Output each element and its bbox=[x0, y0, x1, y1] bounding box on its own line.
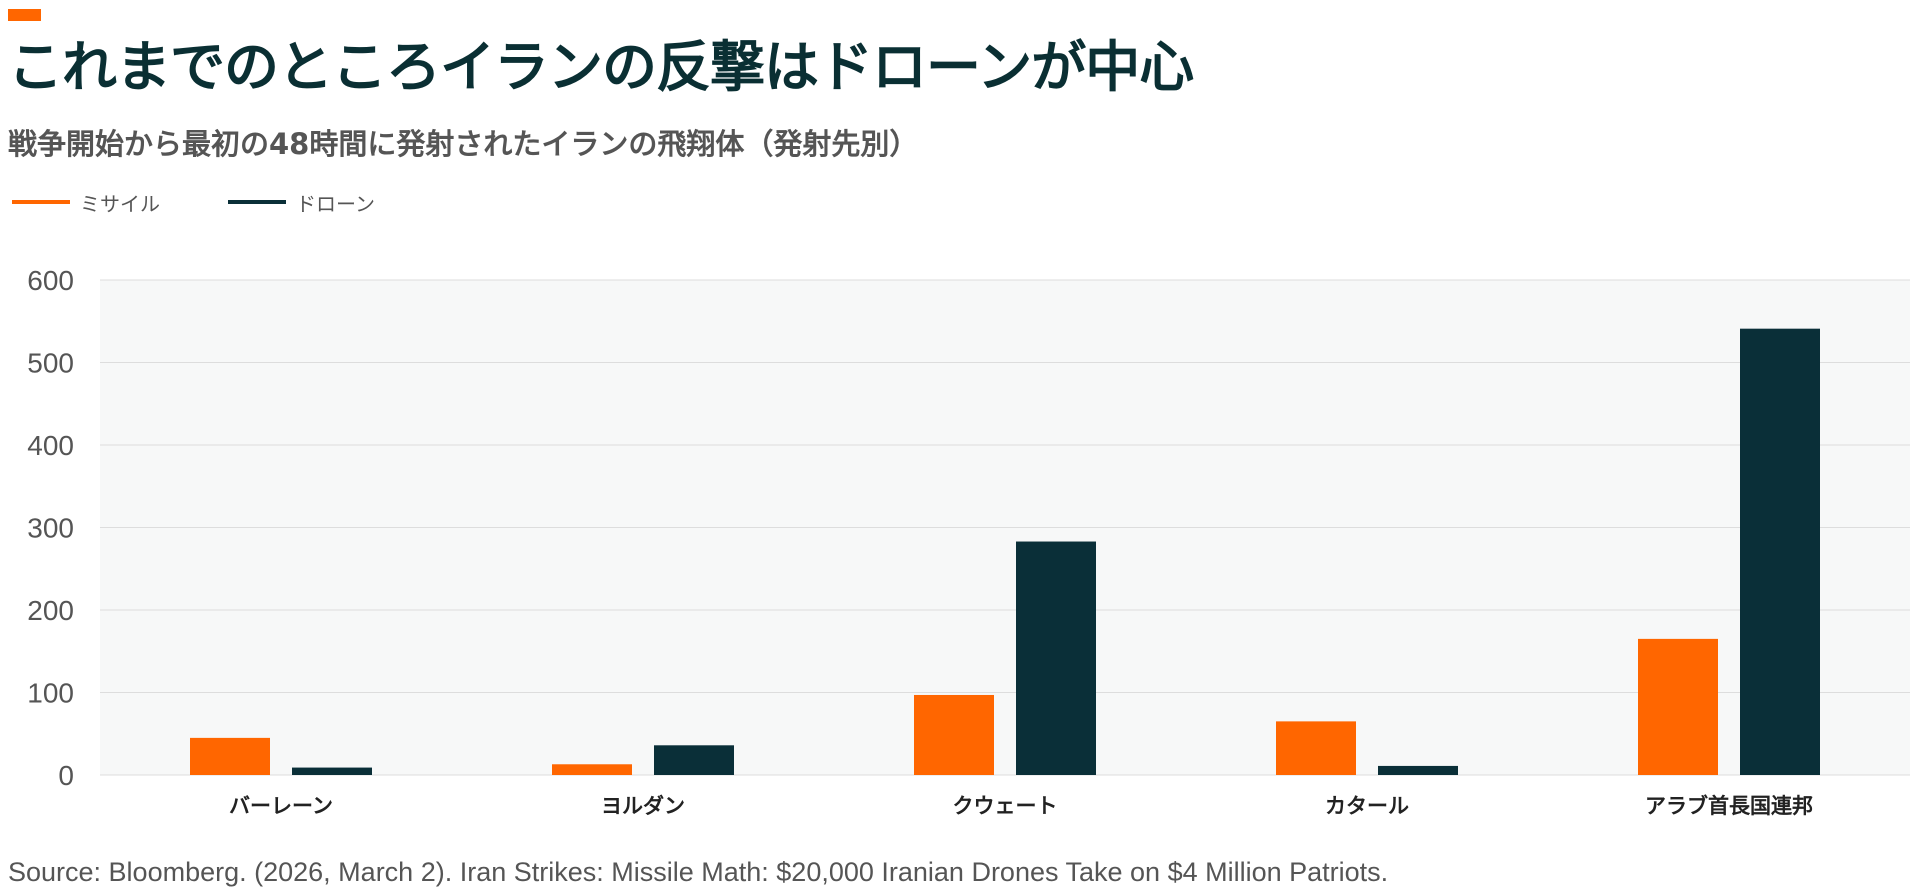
legend-item-missile: ミサイル bbox=[12, 188, 160, 217]
bar-drone bbox=[654, 745, 734, 775]
legend-swatch-missile bbox=[12, 200, 70, 204]
y-tick-label: 100 bbox=[27, 678, 74, 709]
bar-drone bbox=[1740, 328, 1820, 775]
bar-missile bbox=[190, 737, 270, 775]
bar-missile bbox=[1276, 721, 1356, 775]
accent-bar bbox=[8, 9, 41, 21]
bar-drone bbox=[1378, 765, 1458, 775]
x-axis-labels: バーレーン ヨルダン クウェート カタール アラブ首長国連邦 bbox=[229, 794, 1813, 818]
bar-missile bbox=[914, 694, 994, 775]
bar-missile bbox=[552, 764, 632, 775]
source-note: Source: Bloomberg. (2026, March 2). Iran… bbox=[8, 857, 1389, 887]
y-tick-label: 200 bbox=[27, 595, 74, 626]
chart-title: これまでのところイランの反撃はドローンが中心 bbox=[8, 35, 1194, 99]
chart-subtitle: 戦争開始から最初の48時間に発射されたイランの飛翔体（発射先別） bbox=[8, 127, 919, 161]
gridlines bbox=[100, 279, 1910, 776]
legend-item-drone: ドローン bbox=[228, 188, 375, 217]
legend-swatch-drone bbox=[228, 200, 286, 204]
y-tick-label: 300 bbox=[27, 513, 74, 544]
bars bbox=[190, 328, 1820, 775]
legend-label-drone: ドローン bbox=[296, 191, 375, 216]
bar-drone bbox=[292, 767, 372, 775]
y-tick-label: 600 bbox=[27, 265, 74, 296]
x-tick-label: アラブ首長国連邦 bbox=[1645, 794, 1813, 818]
x-tick-label: クウェート bbox=[953, 794, 1058, 818]
legend-label-missile: ミサイル bbox=[80, 191, 160, 216]
bar-drone bbox=[1016, 541, 1096, 775]
y-tick-label: 0 bbox=[58, 760, 74, 791]
bar-chart: 0 100 200 300 400 500 600 バーレーン ヨルダン クウェート カタール アラ… bbox=[27, 265, 1910, 818]
y-tick-label: 400 bbox=[27, 430, 74, 461]
x-tick-label: バーレーン bbox=[229, 794, 333, 818]
y-axis-labels: 0 100 200 300 400 500 600 bbox=[27, 265, 74, 791]
legend: ミサイル ドローン bbox=[12, 186, 443, 218]
x-tick-label: ヨルダン bbox=[601, 794, 685, 818]
x-tick-label: カタール bbox=[1325, 794, 1409, 818]
y-tick-label: 500 bbox=[27, 348, 74, 379]
bar-missile bbox=[1638, 638, 1718, 775]
